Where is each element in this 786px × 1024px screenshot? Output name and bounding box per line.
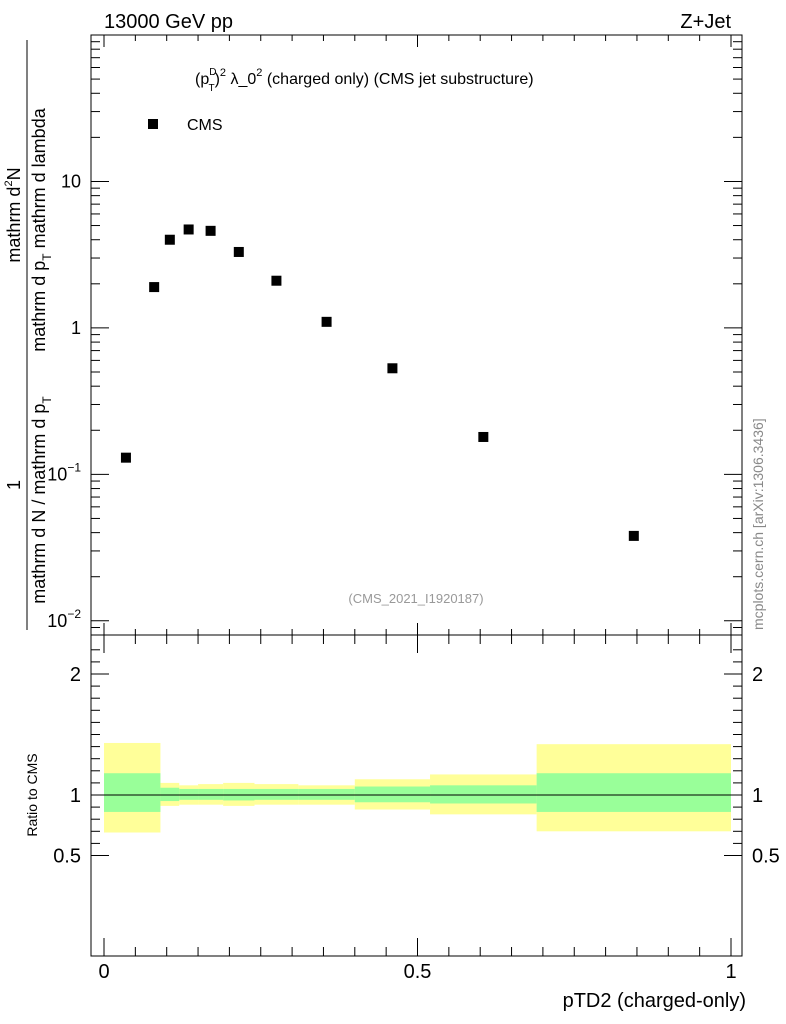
green-band-8 <box>430 785 537 804</box>
main-title: (pD T)2 λ_02 (charged only) (CMS jet subs… <box>195 67 534 94</box>
data-point-8 <box>387 363 398 374</box>
ylabel-num-tail: N <box>4 167 24 180</box>
data-point-3 <box>183 224 194 235</box>
main-y-axis-label: 1 mathrm d N / mathrm d pT mathrm d2N ma… <box>3 40 54 630</box>
header-process: Z+Jet <box>680 11 731 33</box>
data-point-10 <box>628 530 639 541</box>
green-band-7 <box>354 786 431 803</box>
data-point-1 <box>149 282 160 293</box>
ylabel-prefactor-den-sub: T <box>40 396 54 404</box>
ratio-y-axis-label: Ratio to CMS <box>24 753 40 836</box>
title-sup-d: D <box>209 67 216 78</box>
main-y-tick-label-2: 1 <box>71 318 81 338</box>
title-rest-b: (charged only) (CMS jet substructure) <box>262 71 533 88</box>
data-point-9 <box>478 431 489 442</box>
ratio-x-tick-labels: 0 0.5 1 <box>98 961 736 983</box>
watermark: mcplots.cern.ch [arXiv:1306.3436] <box>750 418 766 630</box>
legend-marker-cms <box>148 119 158 129</box>
ratio-axis-ticks <box>91 635 742 956</box>
green-band-1 <box>160 787 180 802</box>
data-point-4 <box>205 225 216 236</box>
ratio-x-tick-label-1: 0.5 <box>404 961 432 983</box>
title-sub-t: T <box>208 83 214 94</box>
ratio-x-tick-label-0: 0 <box>98 961 109 983</box>
svg-text:1: 1 <box>4 480 24 490</box>
main-y-tick-label-0: 10−2 <box>47 607 81 631</box>
header-energy: 13000 GeV pp <box>104 11 233 33</box>
ratio-y-tick-label-right-2: 2 <box>752 664 763 686</box>
ylabel-prefactor-den-a: mathrm d N / mathrm d p <box>29 404 49 604</box>
title-close: ) <box>215 71 220 88</box>
data-point-2 <box>164 234 175 245</box>
svg-text:mathrm d2N: mathrm d2N <box>3 167 24 262</box>
data-point-5 <box>233 246 244 257</box>
title-exp: 2 <box>220 67 226 79</box>
title-p: (p <box>195 71 209 88</box>
green-band-6 <box>298 788 355 800</box>
legend-label-cms: CMS <box>187 117 223 134</box>
data-point-7 <box>321 316 332 327</box>
ratio-y-tick-labels: 0.5 0.5 1 1 2 2 <box>53 664 780 868</box>
ylabel-num-base: mathrm d <box>4 187 24 263</box>
svg-text:mathrm d N / mathrm d pT: mathrm d N / mathrm d pT <box>29 396 54 604</box>
ylabel-den-sub: T <box>40 253 54 261</box>
ratio-y-tick-label-right-1: 1 <box>752 785 763 807</box>
ratio-y-tick-label-right-0: 0.5 <box>752 846 780 868</box>
data-markers <box>120 224 639 541</box>
data-point-6 <box>271 275 282 286</box>
main-axis-ticks <box>91 34 742 636</box>
ratio-x-tick-label-2: 1 <box>725 961 736 983</box>
main-y-tick-label-base: 10 <box>61 171 81 191</box>
main-y-tick-label-exp: −2 <box>67 607 81 621</box>
ylabel-den-a: mathrm d p <box>29 261 49 352</box>
ylabel-num-sup: 2 <box>3 180 15 186</box>
ratio-y-tick-label-left-2: 2 <box>70 664 81 686</box>
ratio-bands <box>104 742 731 833</box>
title-exp2: 2 <box>256 67 262 79</box>
green-band-5 <box>254 788 299 800</box>
main-y-tick-label-base: 1 <box>71 318 81 338</box>
main-y-tick-label-exp: −1 <box>67 460 81 474</box>
main-y-tick-label-3: 10 <box>61 171 81 191</box>
main-y-tick-label-base: 10 <box>47 464 67 484</box>
main-y-tick-label-base: 10 <box>47 611 67 631</box>
ylabel-prefactor: 1 <box>4 480 24 490</box>
data-point-0 <box>120 452 131 463</box>
svg-text:mathrm d pT mathrm d lambda: mathrm d pT mathrm d lambda <box>29 107 54 351</box>
green-band-2 <box>179 788 199 800</box>
ratio-x-axis-label: pTD2 (charged-only) <box>563 990 746 1012</box>
title-rest-a: λ_0 <box>226 71 256 88</box>
ratio-y-tick-label-left-1: 1 <box>70 785 81 807</box>
main-y-tick-label-1: 10−1 <box>47 460 81 484</box>
green-band-3 <box>198 788 224 800</box>
ylabel-den-b: mathrm d lambda <box>29 107 49 253</box>
ratio-y-tick-label-left-0: 0.5 <box>53 846 81 868</box>
green-band-0 <box>104 773 161 812</box>
green-band-9 <box>536 773 731 812</box>
analysis-id: (CMS_2021_I1920187) <box>348 591 483 606</box>
